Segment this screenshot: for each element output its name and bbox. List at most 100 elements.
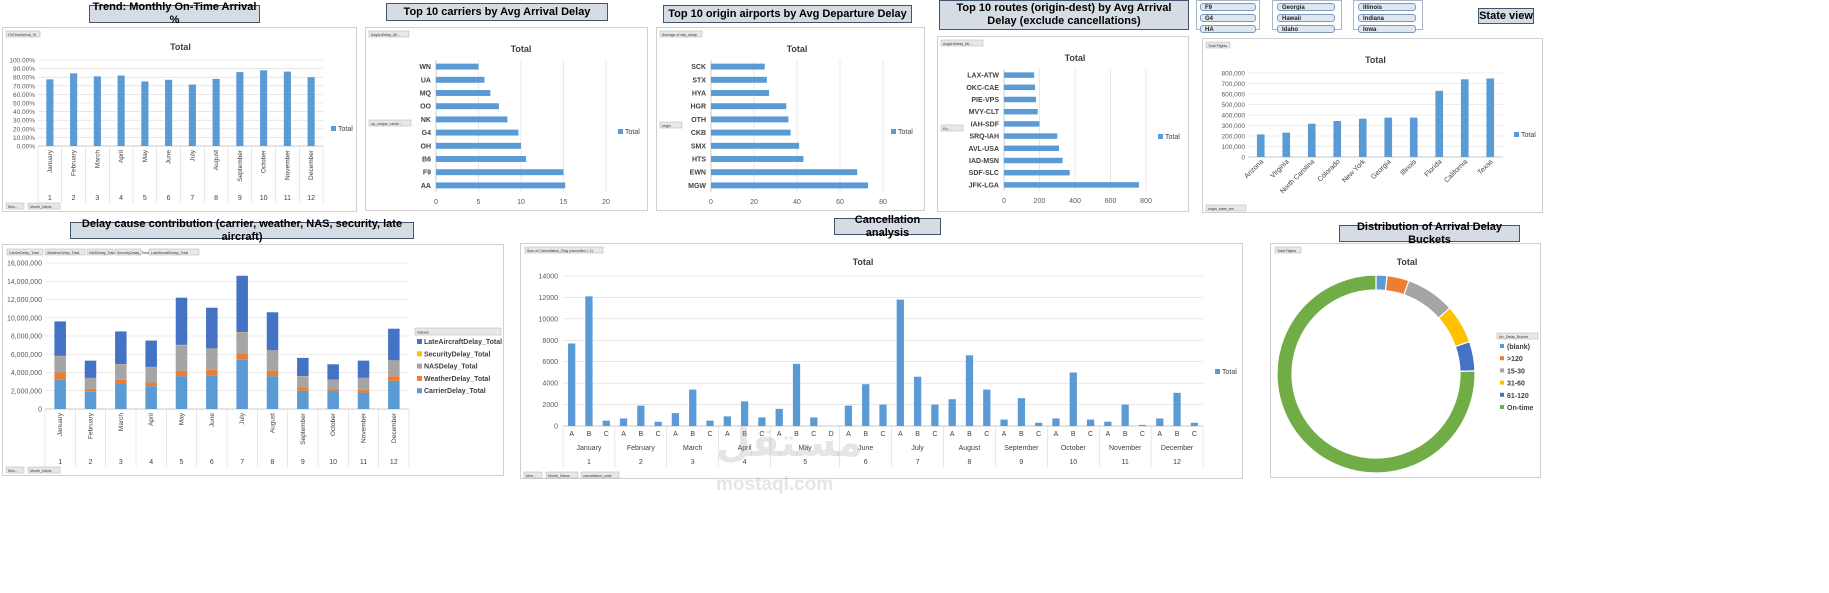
bar (436, 169, 564, 176)
x-code-label: C (1036, 431, 1041, 438)
field-button[interactable]: AvgArrDelay_Mi... (371, 33, 400, 37)
cancellation-chart-title: Cancellation analysis (834, 214, 941, 239)
field-button[interactable]: OnTimeArrival_% (8, 33, 37, 37)
field-button[interactable]: Total Flights (1277, 249, 1296, 253)
bar (711, 142, 800, 149)
bar (711, 156, 804, 162)
axis-button[interactable]: origin (662, 124, 671, 128)
x-group-label: 1 (48, 195, 52, 202)
filter-button-box (5, 202, 25, 210)
x-category-label: July (189, 149, 196, 161)
bar (1307, 123, 1316, 157)
x-code-label: B (863, 431, 868, 438)
x-category-label: April (118, 149, 125, 163)
bar (1486, 78, 1495, 157)
stacked-bar-segment (297, 376, 309, 389)
stacked-bar-segment (54, 379, 66, 409)
slicer-item[interactable]: Hawaii (1277, 14, 1335, 22)
bar (436, 63, 479, 70)
x-code-label: B (1071, 431, 1076, 438)
x-code-label: A (673, 431, 678, 438)
axis-button[interactable]: Ro... (943, 127, 951, 131)
x-group-label: 9 (301, 459, 305, 466)
donut-slice (1276, 274, 1476, 474)
field-button[interactable]: WeatherDelay_Total (47, 251, 79, 255)
slicer-item[interactable]: Idaho (1277, 25, 1335, 33)
filter-button[interactable]: Month_Name (30, 469, 52, 473)
filter-button[interactable]: Mon... (8, 469, 18, 473)
x-code-label: B (794, 431, 799, 438)
field-button[interactable]: AvgArrDelay_Mi... (943, 42, 972, 46)
bar (689, 389, 697, 426)
slicer-item[interactable]: F9 (1200, 3, 1256, 11)
legend-title-box (414, 327, 502, 336)
filter-button[interactable]: cancellation_code (583, 474, 612, 478)
y-tick-label: 12,000,000 (7, 297, 42, 304)
stacked-bar-segment (388, 328, 400, 361)
slicer-item[interactable]: Iowa (1358, 25, 1416, 33)
x-tick-label: 0 (709, 199, 713, 206)
field-button[interactable]: SecurityDelay_Total (117, 251, 149, 255)
x-group-label: 2 (89, 459, 93, 466)
x-group-label: 8 (271, 459, 275, 466)
legend-label: CarrierDelay_Total (424, 388, 486, 395)
chart-title: Total (511, 44, 532, 54)
field-button[interactable]: LateAircraftDelay_Total (151, 251, 188, 255)
bar (1409, 117, 1418, 157)
slicer-item[interactable]: Indiana (1358, 14, 1416, 22)
bar (436, 90, 491, 96)
bar (948, 399, 956, 426)
bar (711, 90, 770, 96)
bar (723, 416, 731, 426)
field-button-box (368, 30, 410, 38)
field-button[interactable]: Total Flights (1208, 44, 1227, 48)
distribution-chart-svg: Total Arr_Delay_Bucket (blank) >120 15-30 31-… (1274, 246, 1539, 474)
field-button[interactable]: NASDelay_Total (89, 251, 115, 255)
bar (1282, 132, 1291, 157)
stacked-bar-segment (175, 297, 188, 345)
x-category-label: April (148, 412, 155, 426)
y-tick-label: 700,000 (1222, 81, 1246, 88)
bar (1156, 418, 1164, 426)
state-view-title: State view (1478, 8, 1534, 24)
y-category-label: HTS (692, 157, 706, 164)
bar (671, 413, 680, 426)
y-category-label: OH (421, 143, 432, 150)
carrier-slicer[interactable]: F9 G4 HA (1196, 0, 1260, 33)
field-button[interactable]: CarrierDelay_Total (9, 251, 39, 255)
x-code-label: C (1140, 431, 1145, 438)
x-month-label: February (627, 445, 656, 452)
x-group-label: 8 (968, 459, 972, 466)
y-tick-label: 300,000 (1222, 123, 1246, 130)
bar (602, 420, 610, 426)
filter-button[interactable]: Mon... (8, 205, 18, 209)
x-group-label: 11 (284, 195, 291, 202)
state-slicer-2[interactable]: Illinois Indiana Iowa (1353, 0, 1423, 33)
y-category-label: WN (419, 64, 431, 71)
bar (436, 76, 485, 83)
slicer-item[interactable]: Illinois (1358, 3, 1416, 11)
slicer-item[interactable]: HA (1200, 25, 1256, 33)
bar (1035, 422, 1043, 426)
x-category-label: November (361, 412, 368, 443)
axis-button[interactable]: op_unique_carrie... (371, 122, 402, 126)
slicer-item[interactable]: Georgia (1277, 3, 1335, 11)
x-group-label: 5 (803, 459, 807, 466)
slicer-item[interactable]: G4 (1200, 14, 1256, 22)
y-tick-label: 10.00% (13, 135, 35, 142)
filter-button[interactable]: Mon... (526, 474, 536, 478)
legend-label: Total (1165, 134, 1180, 141)
bar (1052, 418, 1060, 426)
axis-button[interactable]: origin_state_nm (1208, 207, 1234, 211)
state-slicer-1[interactable]: Georgia Hawaii Idaho (1272, 0, 1342, 33)
filter-button[interactable]: Month_Name (548, 474, 570, 478)
legend-button[interactable]: Arr_Delay_Bucket (1499, 335, 1528, 339)
filter-button-box (5, 466, 25, 474)
filter-button[interactable]: Month_Name (30, 205, 52, 209)
field-button[interactable]: Average of dep_delay (662, 33, 697, 37)
x-group-label: 7 (240, 459, 244, 466)
field-button[interactable]: Sum of Cancellation_Flag (cancelled = 1) (527, 249, 593, 253)
bar (711, 76, 767, 83)
x-code-label: A (1157, 431, 1162, 438)
bar (70, 73, 78, 146)
